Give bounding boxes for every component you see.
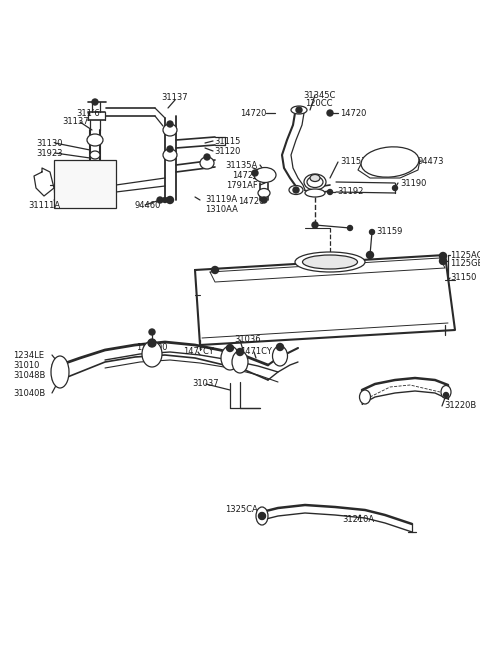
Text: 31345C: 31345C — [303, 91, 335, 99]
Circle shape — [276, 344, 284, 350]
Ellipse shape — [289, 185, 303, 194]
Text: 1234LE: 1234LE — [13, 350, 44, 359]
Text: 94460: 94460 — [135, 200, 161, 210]
Circle shape — [440, 252, 446, 260]
Ellipse shape — [302, 255, 358, 269]
Text: 31010: 31010 — [13, 361, 39, 369]
Text: 31137: 31137 — [162, 93, 188, 102]
Text: 147°CY: 147°CY — [182, 348, 214, 357]
Ellipse shape — [258, 189, 270, 198]
Ellipse shape — [304, 174, 326, 190]
Circle shape — [252, 170, 258, 176]
Text: 31119A: 31119A — [205, 196, 237, 204]
Text: 31153: 31153 — [340, 158, 367, 166]
Text: 31036: 31036 — [235, 336, 261, 344]
Circle shape — [261, 197, 267, 203]
Circle shape — [348, 225, 352, 231]
Text: 31159: 31159 — [376, 227, 402, 235]
Circle shape — [393, 185, 397, 191]
Text: 31111A: 31111A — [28, 200, 60, 210]
Text: 311’6: 311’6 — [76, 108, 100, 118]
Text: 14720: 14720 — [240, 108, 266, 118]
Circle shape — [327, 189, 333, 194]
Text: 31037: 31037 — [192, 380, 219, 388]
Circle shape — [312, 222, 318, 228]
Text: 120CC: 120CC — [305, 99, 333, 108]
Ellipse shape — [310, 175, 320, 181]
Ellipse shape — [273, 346, 288, 366]
Ellipse shape — [295, 252, 365, 272]
Text: 31040B: 31040B — [13, 388, 45, 397]
Text: 31130: 31130 — [36, 139, 62, 148]
Circle shape — [444, 392, 448, 397]
Text: 1125GB: 1125GB — [450, 260, 480, 269]
Text: 31120: 31120 — [214, 147, 240, 156]
Circle shape — [259, 513, 265, 519]
Text: 1125AC: 1125AC — [450, 250, 480, 260]
Bar — [54, 160, 116, 208]
Ellipse shape — [291, 106, 307, 114]
Text: 31190: 31190 — [400, 179, 426, 187]
Circle shape — [148, 339, 156, 347]
Text: 1791AF: 1791AF — [226, 181, 258, 189]
Text: 1310AA: 1310AA — [205, 206, 238, 214]
Ellipse shape — [254, 168, 276, 183]
Circle shape — [167, 146, 173, 152]
Text: 14720: 14720 — [340, 108, 366, 118]
Circle shape — [149, 329, 155, 335]
Circle shape — [92, 99, 98, 105]
Text: 31192: 31192 — [337, 187, 363, 196]
Circle shape — [167, 196, 173, 204]
Ellipse shape — [441, 386, 451, 399]
Circle shape — [204, 154, 210, 160]
Ellipse shape — [51, 356, 69, 388]
Text: 94473: 94473 — [418, 158, 444, 166]
Text: 14720: 14720 — [232, 171, 258, 179]
Circle shape — [167, 121, 173, 127]
Text: 31210A: 31210A — [342, 516, 374, 524]
Ellipse shape — [163, 149, 177, 161]
Ellipse shape — [221, 346, 239, 370]
Text: 112500: 112500 — [136, 344, 168, 353]
Text: 31150: 31150 — [450, 273, 476, 283]
Circle shape — [367, 252, 373, 258]
Text: 31923: 31923 — [36, 148, 62, 158]
Circle shape — [296, 107, 302, 113]
Ellipse shape — [305, 189, 325, 197]
Circle shape — [157, 197, 163, 203]
Ellipse shape — [163, 124, 177, 136]
Text: 1325CA: 1325CA — [225, 505, 258, 514]
Circle shape — [227, 344, 233, 351]
Ellipse shape — [90, 151, 100, 159]
Ellipse shape — [307, 177, 323, 187]
Circle shape — [440, 258, 446, 265]
Ellipse shape — [200, 157, 214, 169]
Text: 31048B: 31048B — [13, 371, 46, 380]
Text: 31135A: 31135A — [226, 160, 258, 170]
Ellipse shape — [232, 351, 248, 373]
Ellipse shape — [142, 341, 162, 367]
Circle shape — [370, 229, 374, 235]
Circle shape — [163, 198, 168, 202]
Text: 31137: 31137 — [63, 118, 89, 127]
Circle shape — [259, 512, 265, 520]
Ellipse shape — [87, 134, 103, 146]
Ellipse shape — [361, 147, 419, 177]
Text: 31115: 31115 — [214, 137, 240, 145]
Text: 14720: 14720 — [238, 196, 264, 206]
Text: 1471CY: 1471CY — [240, 348, 272, 357]
Text: 31220B: 31220B — [444, 401, 476, 411]
Circle shape — [212, 267, 218, 273]
Circle shape — [237, 348, 243, 355]
Ellipse shape — [360, 390, 371, 404]
Circle shape — [327, 110, 333, 116]
Circle shape — [293, 187, 299, 193]
Ellipse shape — [256, 507, 268, 525]
